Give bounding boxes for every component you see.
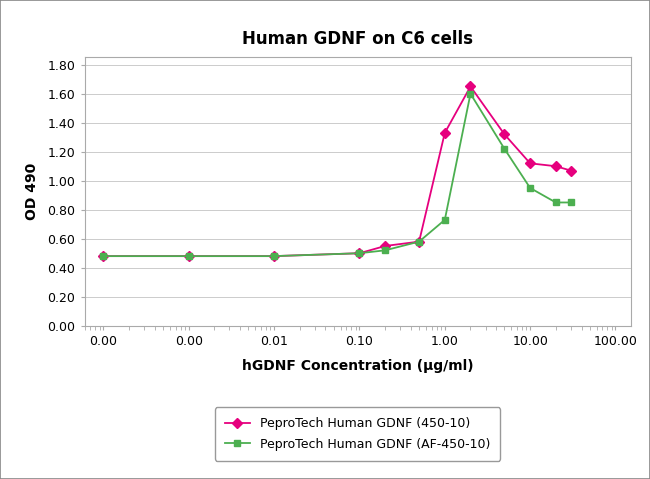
- PeproTech Human GDNF (450-10): [382, 243, 389, 249]
- PeproTech Human GDNF (450-10): [99, 253, 107, 259]
- PeproTech Human GDNF (450-10): [270, 253, 278, 259]
- PeproTech Human GDNF (450-10): [552, 163, 560, 169]
- PeproTech Human GDNF (450-10): [356, 251, 363, 256]
- PeproTech Human GDNF (AF-450-10): [567, 200, 575, 205]
- Y-axis label: OD 490: OD 490: [25, 163, 39, 220]
- PeproTech Human GDNF (AF-450-10): [382, 248, 389, 253]
- PeproTech Human GDNF (AF-450-10): [270, 253, 278, 259]
- PeproTech Human GDNF (AF-450-10): [441, 217, 448, 223]
- X-axis label: hGDNF Concentration (μg/ml): hGDNF Concentration (μg/ml): [242, 359, 473, 373]
- PeproTech Human GDNF (AF-450-10): [526, 185, 534, 191]
- PeproTech Human GDNF (AF-450-10): [185, 253, 192, 259]
- PeproTech Human GDNF (450-10): [500, 131, 508, 137]
- PeproTech Human GDNF (450-10): [526, 160, 534, 166]
- PeproTech Human GDNF (450-10): [415, 239, 423, 244]
- PeproTech Human GDNF (450-10): [185, 253, 192, 259]
- PeproTech Human GDNF (AF-450-10): [415, 239, 423, 244]
- Line: PeproTech Human GDNF (450-10): PeproTech Human GDNF (450-10): [100, 83, 575, 260]
- PeproTech Human GDNF (AF-450-10): [500, 146, 508, 152]
- PeproTech Human GDNF (450-10): [441, 130, 448, 136]
- PeproTech Human GDNF (AF-450-10): [99, 253, 107, 259]
- Legend: PeproTech Human GDNF (450-10), PeproTech Human GDNF (AF-450-10): PeproTech Human GDNF (450-10), PeproTech…: [214, 407, 500, 461]
- Title: Human GDNF on C6 cells: Human GDNF on C6 cells: [242, 30, 473, 47]
- PeproTech Human GDNF (AF-450-10): [356, 251, 363, 256]
- Line: PeproTech Human GDNF (AF-450-10): PeproTech Human GDNF (AF-450-10): [100, 90, 575, 260]
- PeproTech Human GDNF (AF-450-10): [552, 200, 560, 205]
- PeproTech Human GDNF (450-10): [467, 84, 474, 90]
- PeproTech Human GDNF (450-10): [567, 168, 575, 173]
- PeproTech Human GDNF (AF-450-10): [467, 91, 474, 97]
